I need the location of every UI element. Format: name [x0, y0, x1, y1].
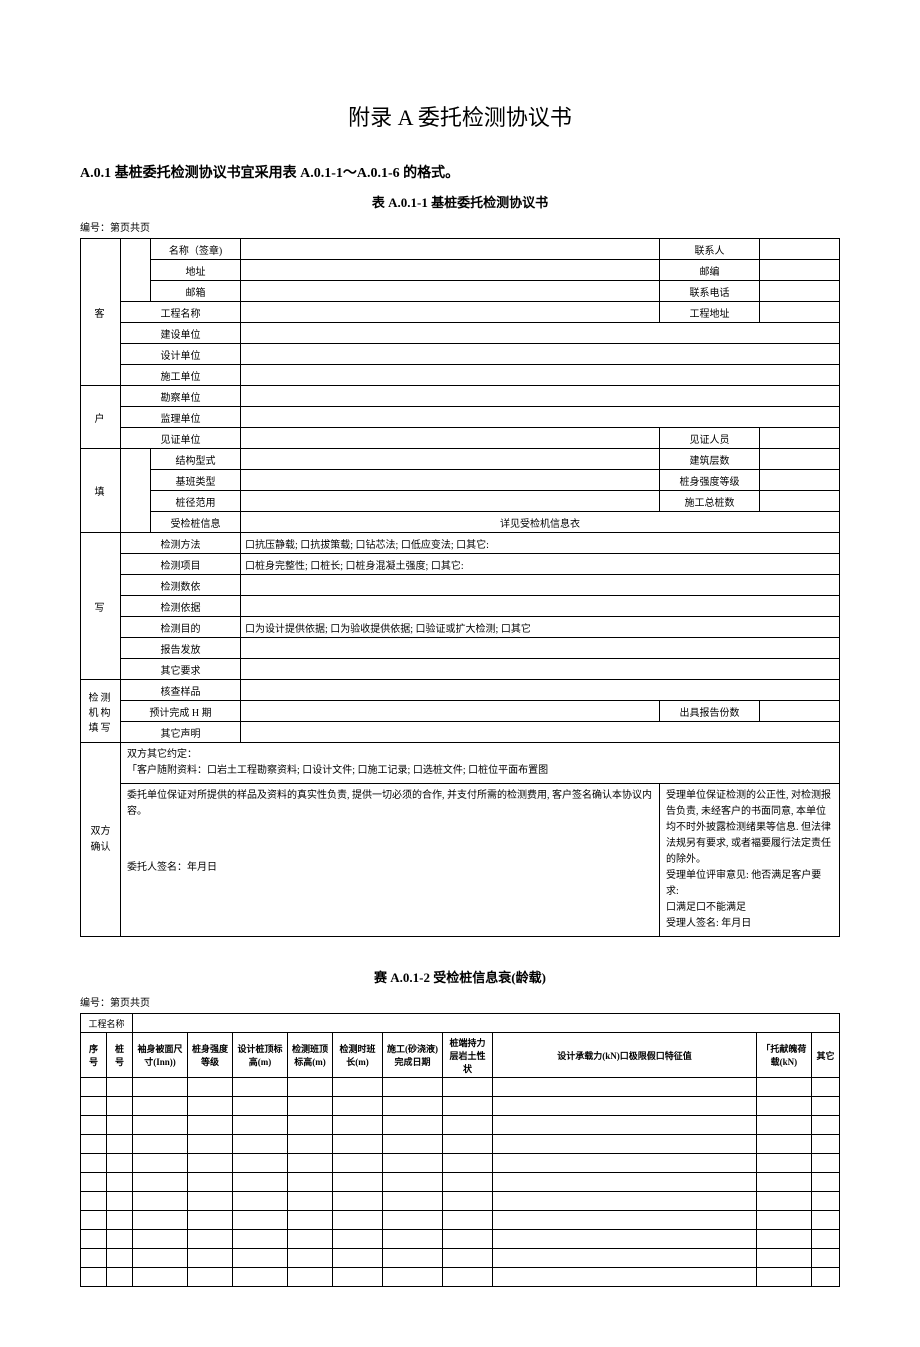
table-row — [81, 1097, 840, 1116]
row-witnessperson: 见证人员 — [660, 428, 760, 449]
row-floors: 建筑层数 — [660, 449, 760, 470]
t2-h-endcond: 桩端持力层岩土性状 — [443, 1033, 493, 1078]
t2-h-designcap: 设计承载力(kN)口极限假口特征值 — [493, 1033, 757, 1078]
t2-h-pileno: 桩号 — [107, 1033, 133, 1078]
table2-numbering: 编号：第页共页 — [80, 994, 840, 1009]
row-testitem-opt: 口桩身完整性; 口桩长; 口桩身混凝土强度; 口其它: — [241, 554, 840, 575]
table-row — [81, 1192, 840, 1211]
row-expecth: 预计完成 H 期 — [121, 701, 241, 722]
table-row — [81, 1230, 840, 1249]
t2-projname-label: 工程名称 — [81, 1014, 133, 1033]
group-testorg: 检测机构填写 — [81, 680, 121, 743]
table-row — [81, 1116, 840, 1135]
row-otherreq: 其它要求 — [121, 659, 241, 680]
row-postcode: 邮编 — [660, 260, 760, 281]
t2-h-designtop: 设计桩顶标高(m) — [233, 1033, 288, 1078]
row-reportnum: 出具报告份数 — [660, 701, 760, 722]
t2-h-constrdate: 施工(砂浇液)完成日期 — [383, 1033, 443, 1078]
row-email: 邮箱 — [151, 281, 241, 302]
table-row — [81, 1249, 840, 1268]
t2-h-strength: 桩身强度等级 — [188, 1033, 233, 1078]
agreement-top: 双方其它约定： 「客户随附资料：口岩土工程勘察资料; 口设计文件; 口施工记录;… — [121, 743, 840, 784]
group-confirm: 双方确认 — [81, 743, 121, 937]
row-report: 报告发放 — [121, 638, 241, 659]
row-buildunit: 建设单位 — [121, 323, 241, 344]
intro-heading: A.0.1 基桩委托检测协议书宜采用表 A.0.1-1～A.0.1-6 的格式。 — [80, 162, 840, 182]
table1-numbering: 编号：第页共页 — [80, 219, 840, 234]
row-testqty: 检测数依 — [121, 575, 241, 596]
t2-h-other: 其它 — [811, 1033, 839, 1078]
group-customer: 客 — [81, 239, 121, 386]
table-row — [81, 1173, 840, 1192]
table1-caption: 表 A.0.1-1 基桩委托检测协议书 — [80, 192, 840, 211]
group-fill: 填 — [81, 449, 121, 533]
row-basetype: 基班类型 — [151, 470, 241, 491]
row-struct: 结构型式 — [151, 449, 241, 470]
row-contact: 联系人 — [660, 239, 760, 260]
table2-caption: 赛 A.0.1-2 受检桩信息衰(龄载) — [80, 967, 840, 986]
row-pileinfo: 受检桩信息 — [151, 512, 241, 533]
row-supervise: 监理单位 — [121, 407, 241, 428]
table-row — [81, 1268, 840, 1287]
row-testitem: 检测项目 — [121, 554, 241, 575]
t2-h-entrustload: 「托献魄荷载(kN) — [756, 1033, 811, 1078]
agreement-left: 委托单位保证对所提供的样品及资料的真实性负责, 提供一切必须的合作, 并支付所需… — [121, 784, 660, 937]
row-survey: 勘察单位 — [121, 386, 241, 407]
row-testpurpose-opt: 口为设计提供依据; 口为验收提供依据; 口验证或扩大检测; 口其它 — [241, 617, 840, 638]
table-row — [81, 1078, 840, 1097]
table-row — [81, 1211, 840, 1230]
table-row — [81, 1135, 840, 1154]
table-row — [81, 1154, 840, 1173]
table1: 客 名称（签章) 联系人 地址 邮编 邮箱 联系电话 工程名称 工程地址 建设单… — [80, 238, 840, 937]
row-testbasis: 检测依据 — [121, 596, 241, 617]
row-testpurpose: 检测目的 — [121, 617, 241, 638]
row-designunit: 设计单位 — [121, 344, 241, 365]
row-phone: 联系电话 — [660, 281, 760, 302]
row-pileinfo-note: 详见受检机信息衣 — [241, 512, 840, 533]
t2-h-seq: 序号 — [81, 1033, 107, 1078]
row-otherstmt: 其它声明 — [121, 722, 241, 743]
row-address: 地址 — [151, 260, 241, 281]
row-testmethod-opt: 口抗压静载; 口抗拔策载; 口钻芯法; 口低应变法; 口其它: — [241, 533, 840, 554]
agreement-right: 受理单位保证检测的公正性, 对检测报告负责, 未经客户的书面同意, 本单位均不时… — [660, 784, 840, 937]
t2-h-sleeve: 袖身被面尺寸(Inn)) — [133, 1033, 188, 1078]
row-testmethod: 检测方法 — [121, 533, 241, 554]
row-construct: 施工单位 — [121, 365, 241, 386]
row-pilecount: 施工总桩数 — [660, 491, 760, 512]
row-projname: 工程名称 — [121, 302, 241, 323]
page-title: 附录 A 委托检测协议书 — [80, 100, 840, 132]
row-pilestrength: 桩身强度等级 — [660, 470, 760, 491]
row-projaddr: 工程地址 — [660, 302, 760, 323]
t2-h-testtop: 检测班顶标高(m) — [288, 1033, 333, 1078]
group-write: 写 — [81, 533, 121, 680]
row-witness: 见证单位 — [121, 428, 241, 449]
t2-h-testlen: 检测时班长(m) — [333, 1033, 383, 1078]
table2: 工程名称 序号 桩号 袖身被面尺寸(Inn)) 桩身强度等级 设计桩顶标高(m)… — [80, 1013, 840, 1287]
row-pilefn: 桩径范用 — [151, 491, 241, 512]
row-checksample: 核查样品 — [121, 680, 241, 701]
row-name: 名称（签章) — [151, 239, 241, 260]
group-household: 户 — [81, 386, 121, 449]
